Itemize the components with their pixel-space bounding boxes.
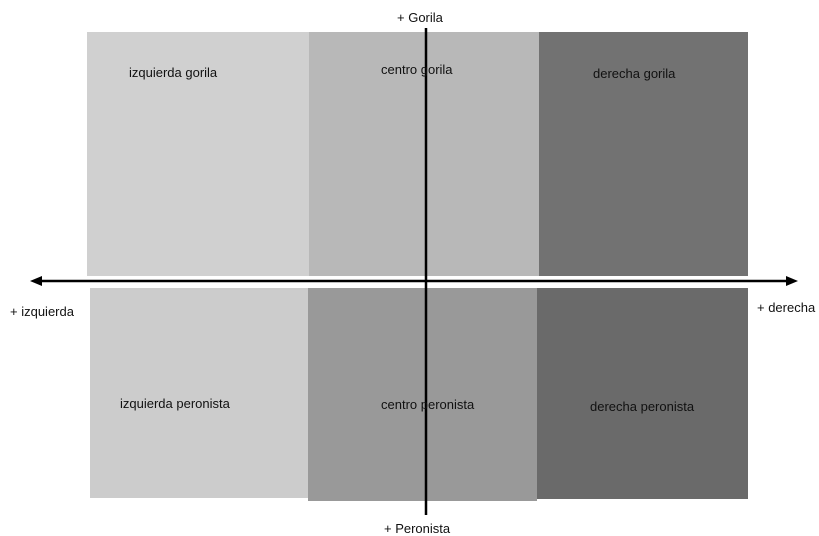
label-derecha-peronista: derecha peronista (590, 399, 695, 414)
axis-label-top: + Gorila (397, 10, 443, 25)
label-centro-peronista: centro peronista (381, 397, 475, 412)
axis-label-left: + izquierda (10, 304, 74, 319)
label-centro-gorila: centro gorila (381, 62, 453, 77)
label-derecha-gorila: derecha gorila (593, 66, 676, 81)
cell-centro-gorila (309, 32, 539, 276)
cell-derecha-gorila (539, 32, 748, 276)
cell-derecha-peronista (537, 288, 748, 499)
cell-centro-peronista (308, 288, 537, 501)
arrow-left-icon (30, 276, 42, 286)
cell-izquierda-gorila (87, 32, 309, 276)
axis-label-bottom: + Peronista (384, 521, 451, 536)
label-izquierda-gorila: izquierda gorila (129, 65, 218, 80)
axis-label-right: + derecha (757, 300, 816, 315)
label-izquierda-peronista: izquierda peronista (120, 396, 230, 411)
cell-izquierda-peronista (90, 288, 309, 498)
arrow-right-icon (786, 276, 798, 286)
